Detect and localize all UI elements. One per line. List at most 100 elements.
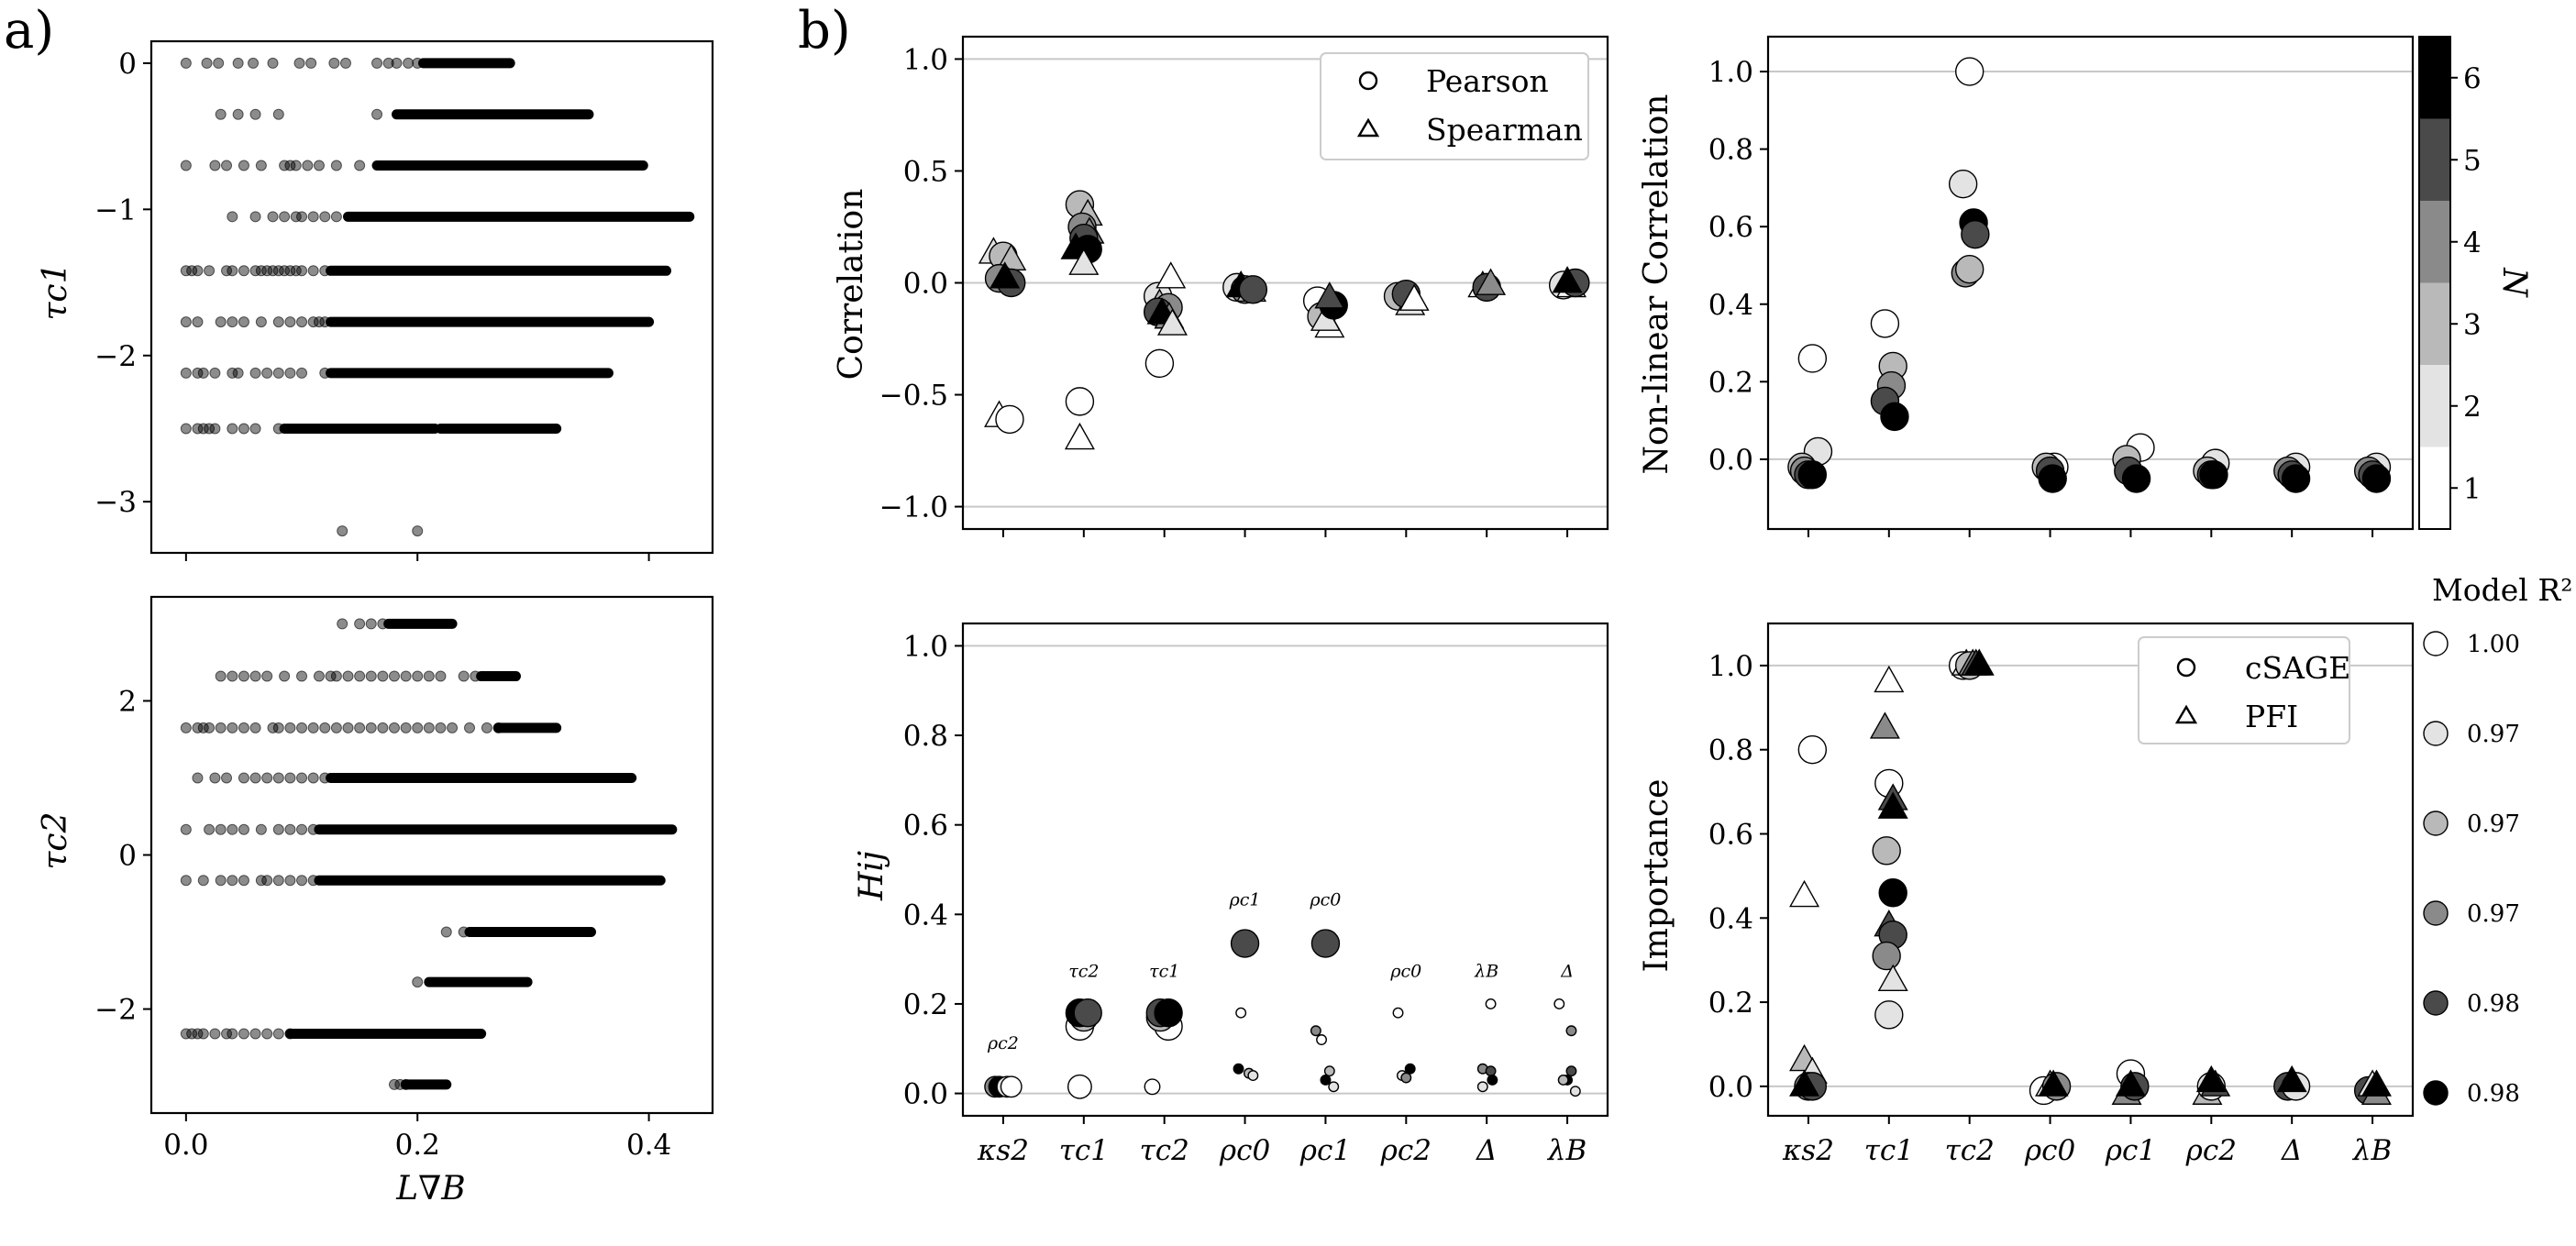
a_top-point — [180, 367, 192, 379]
a_bottom-point — [261, 1028, 273, 1040]
a_top-point — [261, 265, 273, 277]
b3-point-circle — [1310, 929, 1341, 958]
b3-xtick-label: τc2 — [1140, 1134, 1189, 1167]
b4-point-circle — [1874, 1000, 1904, 1030]
a_top-point — [307, 316, 319, 328]
a_top-ytick-label: −3 — [94, 486, 137, 519]
b4-point-triangle — [1877, 964, 1908, 992]
b2-frame — [1766, 35, 2415, 531]
a_top-point — [290, 160, 302, 171]
b1-point-triangle — [1064, 422, 1095, 450]
a_bottom-point — [215, 670, 227, 682]
b4-ytick-label: 0.4 — [1708, 902, 1753, 935]
b3-point-circle — [1400, 1072, 1412, 1084]
a_top-ytick-label: −1 — [94, 193, 137, 226]
model-r2-value: 0.97 — [2467, 810, 2520, 838]
b4-ylabel: Importance — [1638, 779, 1675, 973]
model-r2-value: 0.98 — [2467, 1080, 2520, 1108]
a_bottom-point — [388, 1078, 400, 1090]
b3-xtick-label: ρc1 — [1299, 1134, 1351, 1167]
a_top-point — [290, 211, 302, 223]
b1-point-triangle — [1399, 283, 1430, 311]
a_bottom-xtick-label: 0.2 — [395, 1129, 440, 1162]
b2-point-circle — [1797, 460, 1828, 490]
a_bottom-point — [238, 1028, 249, 1040]
a_bottom-point — [307, 722, 319, 733]
a_bottom-point — [365, 670, 377, 682]
a_bottom-point — [249, 722, 261, 733]
legend-b1-frame — [1320, 52, 1589, 160]
b4-ytick-label: 0.0 — [1708, 1071, 1753, 1104]
legend-csage-marker — [2176, 657, 2196, 678]
a_top-point — [284, 265, 296, 277]
b3-point-circle — [1569, 1086, 1581, 1097]
a_bottom-point — [365, 722, 377, 733]
model-r2-value: 0.97 — [2467, 900, 2520, 928]
a_top-point — [382, 57, 394, 69]
a_bottom-ytick-label: −2 — [94, 994, 137, 1027]
colorbar-segment — [2419, 447, 2450, 529]
a_top-point — [296, 316, 308, 328]
b1-point-circle — [1144, 348, 1175, 379]
a_top-point — [180, 423, 192, 435]
a_top-point — [227, 265, 238, 277]
b3-point-circle — [1316, 1034, 1327, 1045]
a_top-point — [313, 316, 325, 328]
b4-xtick-label: τc1 — [1864, 1134, 1914, 1167]
a_bottom-point — [186, 1028, 198, 1040]
b1-ytick-label: 0.5 — [903, 155, 948, 188]
a_bottom-point — [342, 670, 354, 682]
a_top-point — [272, 367, 284, 379]
plot-a-bottom: 2 0 −2 0.0 0.2 0.4 — [94, 595, 714, 1162]
a_top-point — [293, 57, 305, 69]
a_top-point — [391, 57, 403, 69]
a_top-point — [238, 265, 249, 277]
legend-spearman-marker — [1356, 117, 1380, 138]
b2-ytick-label: 1.0 — [1708, 56, 1753, 89]
b3-point-circle — [1404, 1063, 1416, 1075]
a_bottom-point — [354, 722, 366, 733]
b3-ytick-label: 1.0 — [903, 630, 948, 663]
a_bottom-point — [227, 722, 238, 733]
plot-a-top: 0 −1 −2 −3 — [94, 39, 714, 561]
a_bottom-point — [267, 722, 279, 733]
a_bottom-point — [365, 618, 377, 630]
a_bottom-point — [435, 670, 447, 682]
model-r2-marker — [2423, 810, 2449, 836]
a_bottom-point — [215, 823, 227, 835]
b3-xtick-label: Δ — [1476, 1134, 1497, 1167]
a_top-point — [290, 265, 302, 277]
a_top-point — [248, 57, 260, 69]
a_bottom-point — [412, 670, 424, 682]
b3-pair-annotation: ρc0 — [1309, 890, 1341, 910]
b4-point-triangle — [1963, 648, 1995, 676]
a_top-point — [249, 367, 261, 379]
b3-point-circle — [1320, 1074, 1332, 1086]
a_top-point — [192, 367, 204, 379]
a_top-point — [215, 108, 227, 120]
b3-ylabel: Hij — [853, 851, 890, 901]
a_top-point — [371, 57, 383, 69]
b3-point-circle — [1485, 998, 1497, 1009]
a_top-point — [197, 367, 209, 379]
b4-point-circle — [1797, 734, 1828, 765]
model-r2-value: 1.00 — [2467, 631, 2520, 658]
b2-point-circle — [1880, 402, 1909, 432]
a_bottom-point — [197, 875, 209, 887]
b2-point-circle — [2121, 464, 2151, 493]
a_bottom-point — [272, 772, 284, 784]
a_top-frame — [149, 39, 714, 555]
panel-label-b: b) — [798, 1, 851, 61]
a_bottom-point — [481, 722, 492, 733]
a_bottom-point — [204, 823, 216, 835]
colorbar-frame — [2418, 36, 2451, 530]
a_bottom-point — [330, 670, 342, 682]
a_top-point — [209, 423, 221, 435]
b4-ytick-label: 0.6 — [1708, 818, 1753, 851]
b1-ylabel: Correlation — [833, 189, 870, 380]
b3-point-circle — [1328, 1081, 1340, 1093]
b3-point-circle — [1073, 998, 1102, 1028]
b2-point-circle — [1961, 219, 1990, 249]
a_bottom-point — [227, 823, 238, 835]
panel-label-a: a) — [4, 1, 54, 61]
